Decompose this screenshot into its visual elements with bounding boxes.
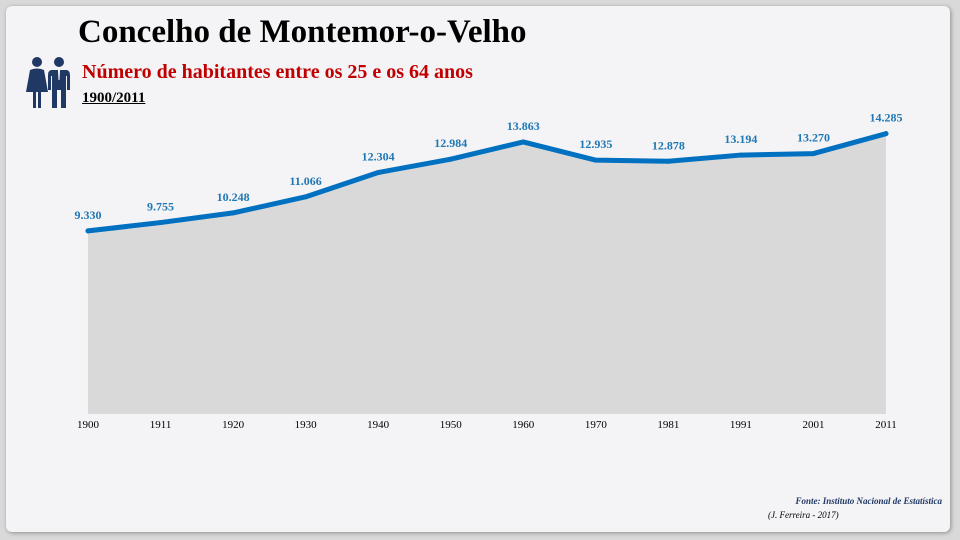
- data-point: [593, 157, 599, 163]
- x-tick-label: 1981: [657, 419, 679, 431]
- data-label: 14.285: [870, 111, 903, 125]
- chart-period: 1900/2011: [82, 90, 146, 106]
- x-tick-label: 1920: [222, 419, 245, 431]
- source-note: Fonte: Instituto Nacional de Estatística: [795, 496, 942, 506]
- data-label: 12.304: [362, 150, 395, 164]
- data-point: [665, 158, 671, 164]
- x-tick-label: 1970: [585, 419, 608, 431]
- x-tick-label: 2011: [875, 419, 897, 431]
- data-point: [883, 131, 889, 137]
- x-tick-label: 1940: [367, 419, 390, 431]
- credit-note: (J. Ferreira - 2017): [768, 510, 839, 520]
- series-line: [85, 131, 889, 234]
- couple-icon: [26, 57, 70, 108]
- area-fill: [88, 133, 886, 415]
- chart-subtitle: Número de habitantes entre os 25 e os 64…: [82, 61, 473, 83]
- data-label: 13.194: [724, 132, 757, 146]
- data-point: [375, 170, 381, 176]
- data-label: 10.248: [217, 190, 250, 204]
- data-point: [303, 194, 309, 200]
- data-label: 9.330: [75, 208, 102, 222]
- x-tick-label: 1950: [440, 419, 463, 431]
- x-tick-label: 1930: [295, 419, 318, 431]
- x-tick-label: 1991: [730, 419, 752, 431]
- data-point: [85, 228, 91, 234]
- data-point: [158, 220, 164, 226]
- x-tick-label: 1911: [150, 419, 172, 431]
- data-label: 13.863: [507, 119, 540, 133]
- data-point: [448, 156, 454, 162]
- x-tick-label: 2001: [802, 419, 824, 431]
- data-label: 13.270: [797, 131, 830, 145]
- data-label: 12.935: [579, 137, 612, 151]
- data-label: 12.984: [434, 136, 467, 150]
- data-point: [810, 151, 816, 157]
- data-label: 9.755: [147, 200, 174, 214]
- data-point: [520, 139, 526, 145]
- x-tick-label: 1960: [512, 419, 535, 431]
- data-point: [230, 210, 236, 216]
- data-label: 11.066: [289, 174, 321, 188]
- chart-title: Concelho de Montemor-o-Velho: [78, 14, 527, 50]
- data-label: 12.878: [652, 138, 685, 152]
- x-tick-label: 1900: [77, 419, 100, 431]
- data-point: [738, 152, 744, 158]
